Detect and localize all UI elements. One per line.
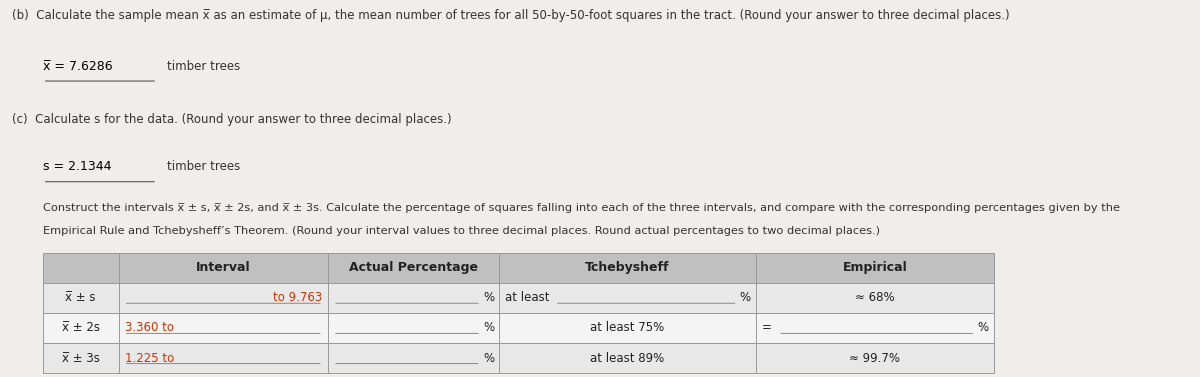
Text: x̅ = 7.6286: x̅ = 7.6286: [42, 60, 113, 73]
Text: =: =: [762, 322, 772, 334]
Text: Tchebysheff: Tchebysheff: [586, 261, 670, 274]
Text: at least: at least: [505, 291, 550, 304]
FancyBboxPatch shape: [756, 343, 994, 373]
Text: 1.225 to: 1.225 to: [125, 352, 174, 365]
FancyBboxPatch shape: [328, 313, 499, 343]
FancyBboxPatch shape: [499, 253, 756, 283]
Text: to 9.763: to 9.763: [272, 291, 322, 304]
FancyBboxPatch shape: [756, 253, 994, 283]
Text: timber trees: timber trees: [167, 160, 240, 173]
Text: %: %: [978, 322, 989, 334]
FancyBboxPatch shape: [499, 343, 756, 373]
Text: (c)  Calculate s for the data. (Round your answer to three decimal places.): (c) Calculate s for the data. (Round you…: [12, 113, 451, 126]
Text: x̅ ± s: x̅ ± s: [65, 291, 96, 304]
FancyBboxPatch shape: [119, 283, 328, 313]
FancyBboxPatch shape: [119, 343, 328, 373]
Text: at least 89%: at least 89%: [590, 352, 665, 365]
FancyBboxPatch shape: [119, 253, 328, 283]
FancyBboxPatch shape: [499, 283, 756, 313]
FancyBboxPatch shape: [42, 343, 119, 373]
FancyBboxPatch shape: [42, 283, 119, 313]
FancyBboxPatch shape: [42, 313, 119, 343]
Text: Empirical Rule and Tchebysheff’s Theorem. (Round your interval values to three d: Empirical Rule and Tchebysheff’s Theorem…: [42, 226, 880, 236]
Text: %: %: [739, 291, 751, 304]
Text: %: %: [482, 352, 494, 365]
Text: %: %: [482, 291, 494, 304]
FancyBboxPatch shape: [119, 313, 328, 343]
FancyBboxPatch shape: [328, 283, 499, 313]
Text: ≈ 99.7%: ≈ 99.7%: [850, 352, 900, 365]
Text: Actual Percentage: Actual Percentage: [349, 261, 478, 274]
Text: timber trees: timber trees: [167, 60, 240, 73]
FancyBboxPatch shape: [42, 253, 119, 283]
Text: Construct the intervals x̅ ± s, x̅ ± 2s, and x̅ ± 3s. Calculate the percentage o: Construct the intervals x̅ ± s, x̅ ± 2s,…: [42, 203, 1120, 213]
FancyBboxPatch shape: [328, 343, 499, 373]
Text: ≈ 68%: ≈ 68%: [854, 291, 894, 304]
FancyBboxPatch shape: [756, 283, 994, 313]
Text: 3.360 to: 3.360 to: [125, 322, 174, 334]
FancyBboxPatch shape: [328, 253, 499, 283]
Text: Interval: Interval: [196, 261, 251, 274]
Text: x̅ ± 2s: x̅ ± 2s: [61, 322, 100, 334]
FancyBboxPatch shape: [756, 313, 994, 343]
Text: Empirical: Empirical: [842, 261, 907, 274]
Text: s = 2.1344: s = 2.1344: [42, 160, 112, 173]
FancyBboxPatch shape: [499, 313, 756, 343]
Text: %: %: [482, 322, 494, 334]
Text: (b)  Calculate the sample mean x̅ as an estimate of μ, the mean number of trees : (b) Calculate the sample mean x̅ as an e…: [12, 9, 1009, 22]
Text: x̅ ± 3s: x̅ ± 3s: [61, 352, 100, 365]
Text: at least 75%: at least 75%: [590, 322, 665, 334]
